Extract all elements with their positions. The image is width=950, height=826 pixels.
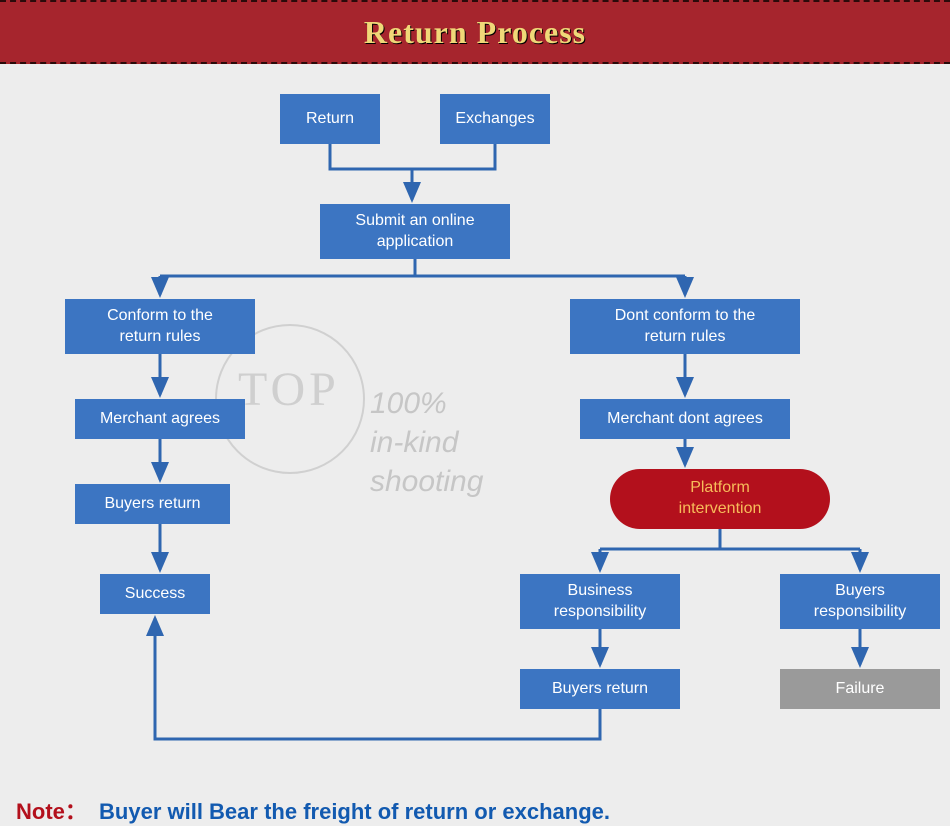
- node-conform-rules: Conform to the return rules: [65, 299, 255, 354]
- node-merchant-agrees: Merchant agrees: [75, 399, 245, 439]
- node-success: Success: [100, 574, 210, 614]
- header-banner: Return Process: [0, 0, 950, 64]
- note-text: Buyer will Bear the freight of return or…: [99, 799, 610, 824]
- flowchart-connectors: [0, 64, 950, 826]
- node-buyers-return-1: Buyers return: [75, 484, 230, 524]
- header-title: Return Process: [364, 14, 586, 51]
- flowchart-canvas: TOP 100% in-kind shooting: [0, 64, 950, 826]
- node-submit-application: Submit an online application: [320, 204, 510, 259]
- node-platform-intervention: Platform intervention: [610, 469, 830, 529]
- note-label: Note：: [16, 799, 87, 824]
- footer-note: Note： Buyer will Bear the freight of ret…: [16, 794, 610, 826]
- watermark-tagline: 100% in-kind shooting: [370, 384, 483, 501]
- node-merchant-dont-agrees: Merchant dont agrees: [580, 399, 790, 439]
- node-exchanges: Exchanges: [440, 94, 550, 144]
- node-buyers-return-2: Buyers return: [520, 669, 680, 709]
- node-business-responsibility: Business responsibility: [520, 574, 680, 629]
- node-failure: Failure: [780, 669, 940, 709]
- node-return: Return: [280, 94, 380, 144]
- watermark-top-text: TOP: [238, 362, 340, 417]
- node-dont-conform-rules: Dont conform to the return rules: [570, 299, 800, 354]
- node-buyers-responsibility: Buyers responsibility: [780, 574, 940, 629]
